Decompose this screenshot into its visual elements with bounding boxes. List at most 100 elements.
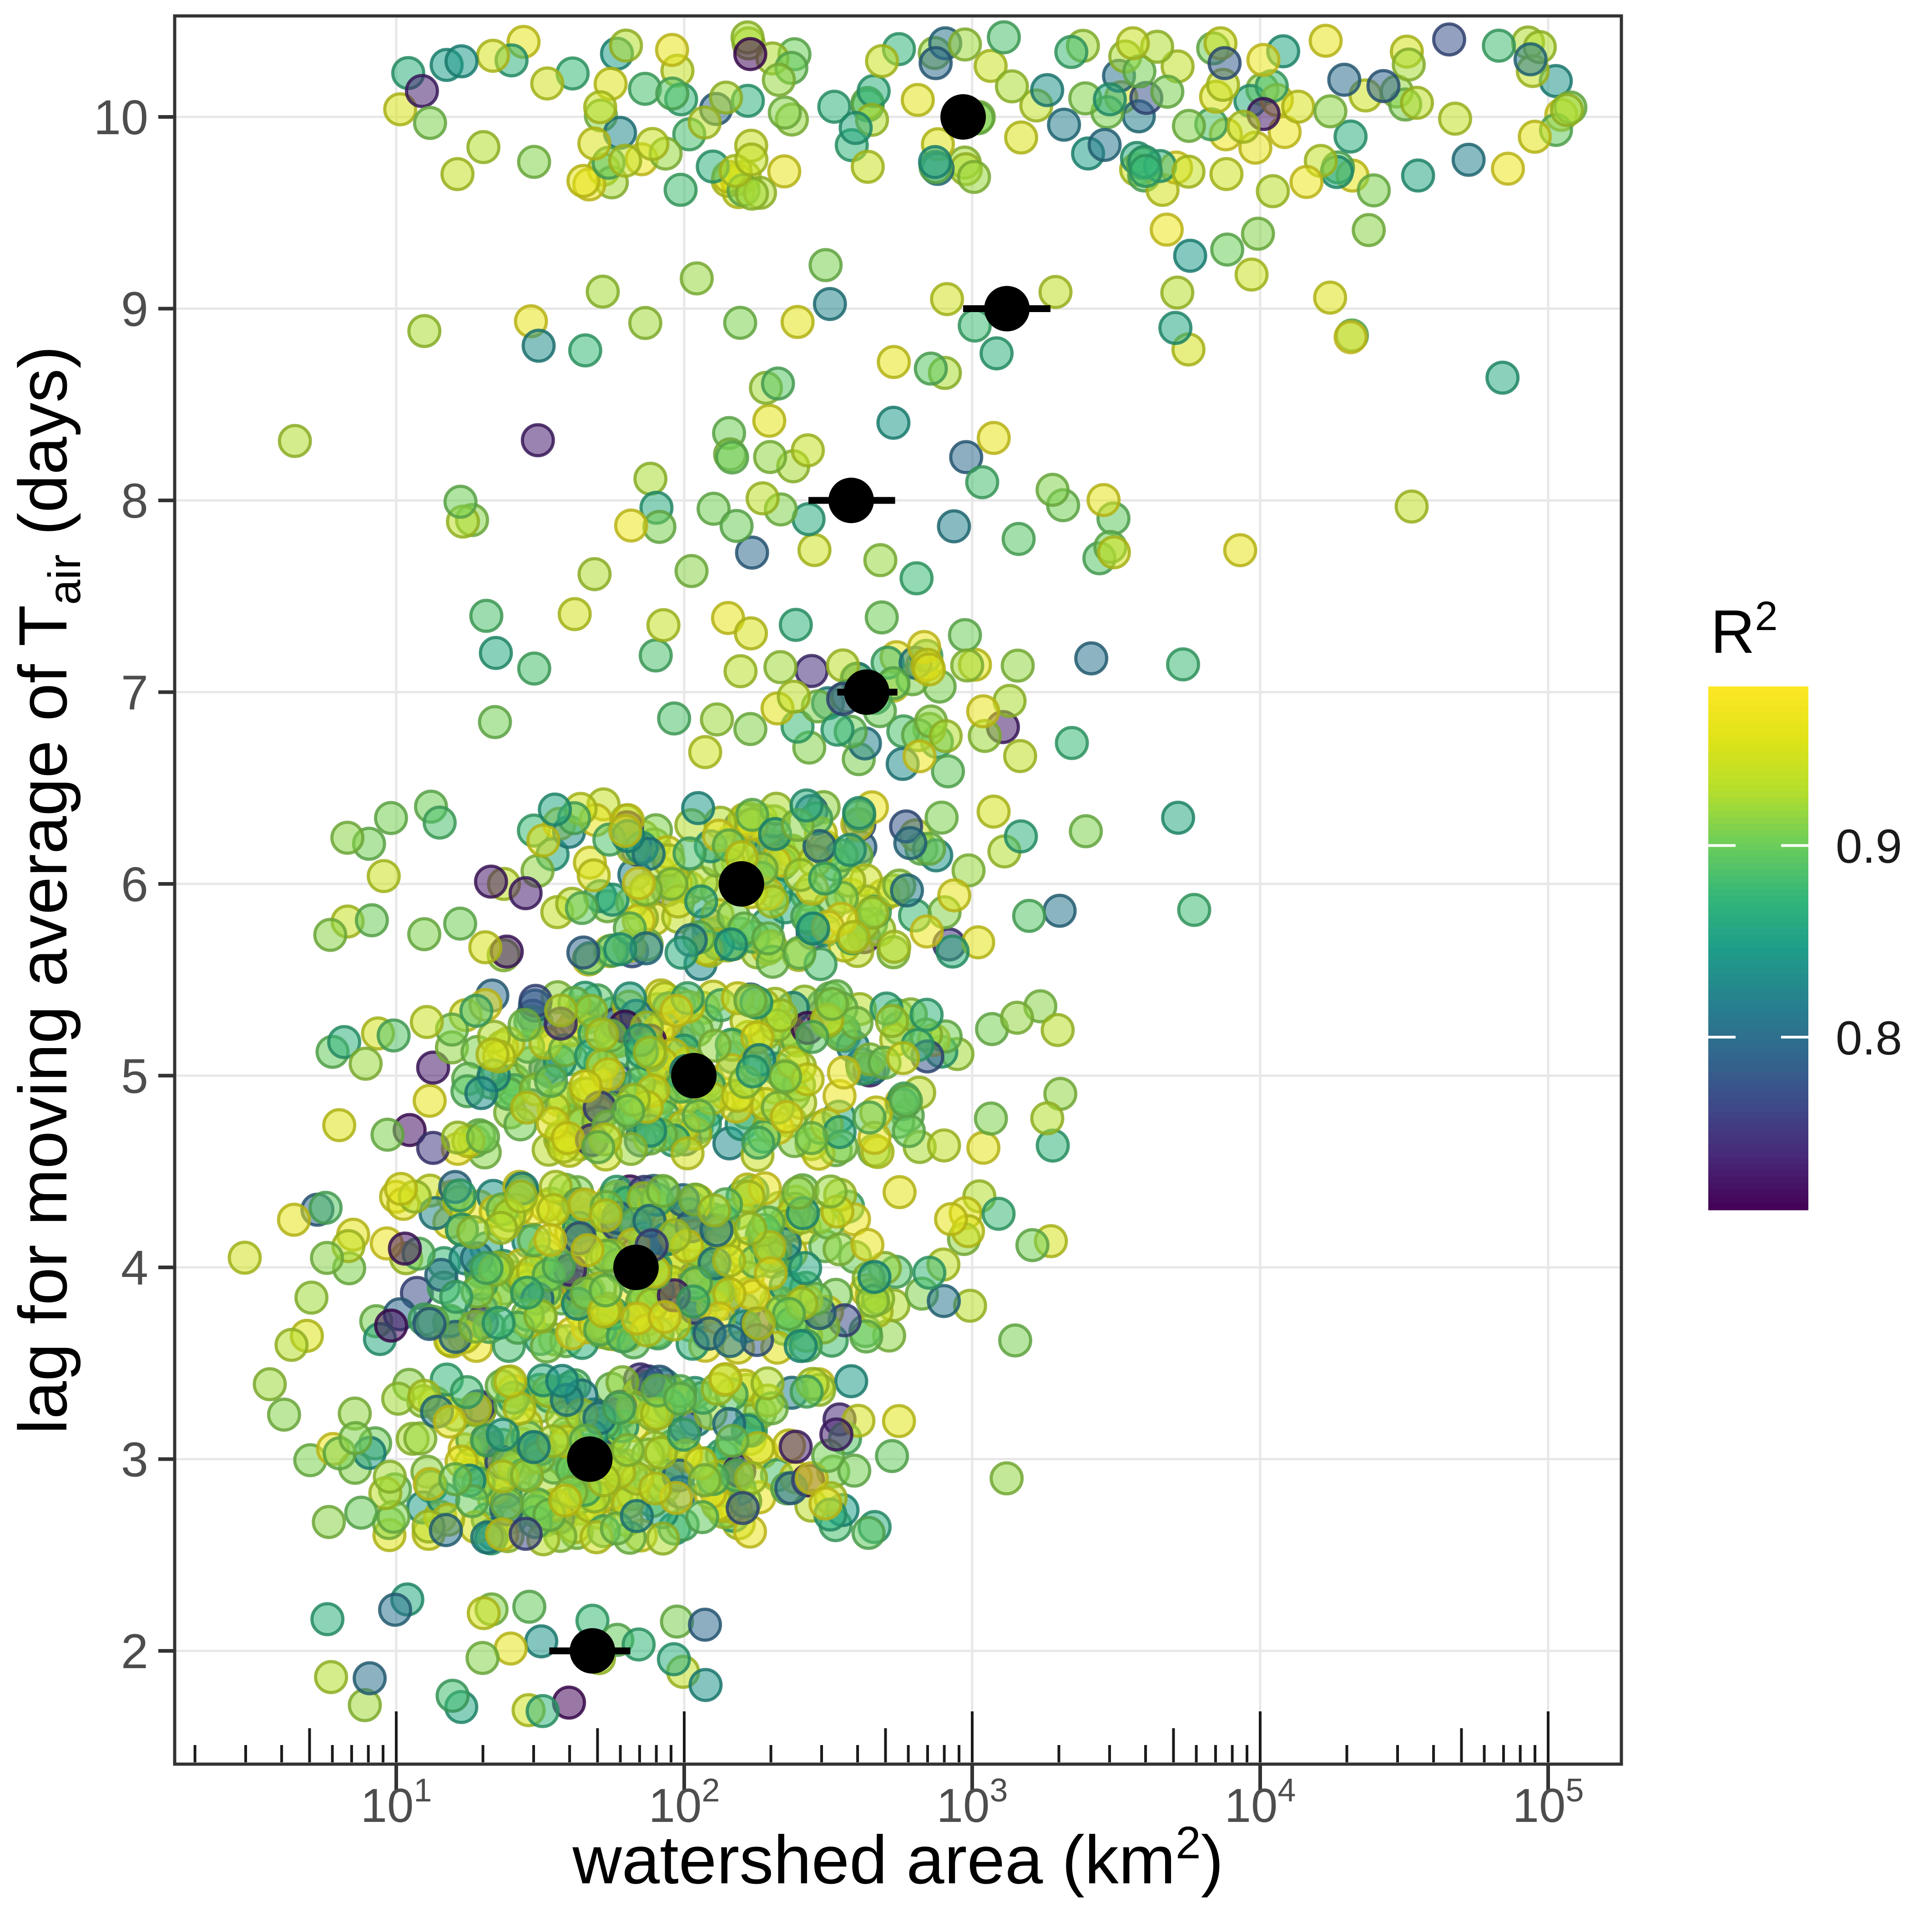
data-point (493, 1364, 528, 1399)
data-point (566, 164, 601, 198)
data-point (550, 1121, 585, 1155)
data-point (761, 366, 795, 401)
data-point (1210, 232, 1245, 267)
data-point (768, 1059, 803, 1094)
legend-gradient-slice (1708, 1125, 1808, 1132)
data-point (836, 920, 871, 954)
legend-gradient-slice (1708, 778, 1808, 786)
data-point (628, 306, 662, 340)
data-point (755, 884, 790, 919)
data-point (439, 1280, 474, 1314)
data-point (413, 106, 447, 140)
data-point (850, 1228, 885, 1262)
data-point (510, 1458, 544, 1493)
legend-gradient-slice (1708, 791, 1808, 798)
data-point (733, 37, 767, 71)
data-point (384, 1172, 418, 1206)
data-point (850, 150, 885, 184)
data-point (1030, 1101, 1065, 1135)
data-point (733, 1211, 767, 1246)
data-point (314, 1660, 348, 1695)
data-point (478, 705, 512, 739)
data-point (338, 1421, 373, 1455)
data-point (994, 69, 1029, 104)
legend-gradient-slice (1708, 732, 1808, 740)
data-point (1438, 101, 1472, 136)
data-point (808, 248, 843, 282)
data-point (875, 1439, 909, 1473)
legend-gradient-slice (1708, 1137, 1808, 1145)
data-point (568, 1069, 603, 1103)
legend-gradient-slice (1708, 994, 1808, 1001)
data-point (670, 1136, 705, 1170)
data-point (1000, 1000, 1035, 1035)
data-point (620, 1499, 654, 1533)
data-point (611, 1433, 645, 1468)
data-point (1173, 238, 1207, 273)
data-point (948, 618, 982, 652)
data-point (927, 1284, 961, 1318)
legend-gradient-slice (1708, 758, 1808, 766)
data-point (672, 836, 707, 871)
data-point (937, 509, 971, 544)
mean-points-layer (549, 94, 1051, 1674)
data-point (512, 1589, 546, 1624)
data-point (449, 1375, 484, 1409)
legend-gradient-slice (1708, 1000, 1808, 1008)
data-point (642, 509, 676, 544)
data-point (378, 1593, 412, 1627)
data-point (876, 405, 911, 440)
data-point (715, 1423, 750, 1458)
data-point (734, 1461, 768, 1495)
data-point (1246, 43, 1281, 77)
x-tick-label: 101 (361, 1772, 432, 1832)
legend-gradient-slice (1708, 784, 1808, 792)
data-point (438, 1462, 473, 1497)
data-point (1030, 73, 1065, 107)
data-point (713, 1324, 747, 1358)
data-point (274, 1327, 309, 1362)
data-point (663, 1382, 697, 1416)
legend-gradient-slice (1708, 1118, 1808, 1125)
data-point (750, 1366, 785, 1401)
data-point (795, 1019, 829, 1054)
data-point (1177, 893, 1211, 927)
data-point (1223, 533, 1257, 567)
data-point (745, 481, 780, 515)
data-point (676, 1284, 711, 1319)
data-point (979, 336, 1014, 371)
data-point (294, 1281, 329, 1315)
legend-gradient-slice (1708, 686, 1808, 694)
panel-border (173, 14, 1623, 1766)
data-point (684, 884, 718, 919)
legend-tick-label: 0.8 (1836, 1012, 1902, 1065)
data-point (1038, 275, 1073, 309)
legend-gradient-slice (1708, 954, 1808, 962)
data-point (322, 1108, 357, 1142)
legend-gradient-slice (1708, 974, 1808, 982)
data-point (741, 1125, 776, 1160)
data-point (1308, 24, 1343, 58)
legend-gradient-slice (1708, 1092, 1808, 1100)
data-point (568, 333, 602, 368)
data-point (643, 1436, 678, 1470)
data-point (1129, 154, 1163, 188)
data-point (852, 1100, 887, 1135)
data-point (566, 935, 601, 970)
data-point (685, 1500, 719, 1534)
data-point (1241, 217, 1275, 251)
data-point (735, 797, 769, 832)
data-point (469, 1251, 504, 1285)
data-point (464, 1076, 499, 1110)
data-point (714, 927, 748, 962)
data-point (1366, 69, 1401, 103)
data-point (856, 74, 891, 108)
data-point (466, 1120, 500, 1154)
data-point (655, 76, 690, 111)
legend-gradient-slice (1708, 726, 1808, 733)
legend-gradient-slice (1708, 968, 1808, 975)
data-point (659, 994, 694, 1028)
data-point (882, 1404, 916, 1438)
data-point (407, 314, 442, 348)
data-point (697, 491, 731, 526)
